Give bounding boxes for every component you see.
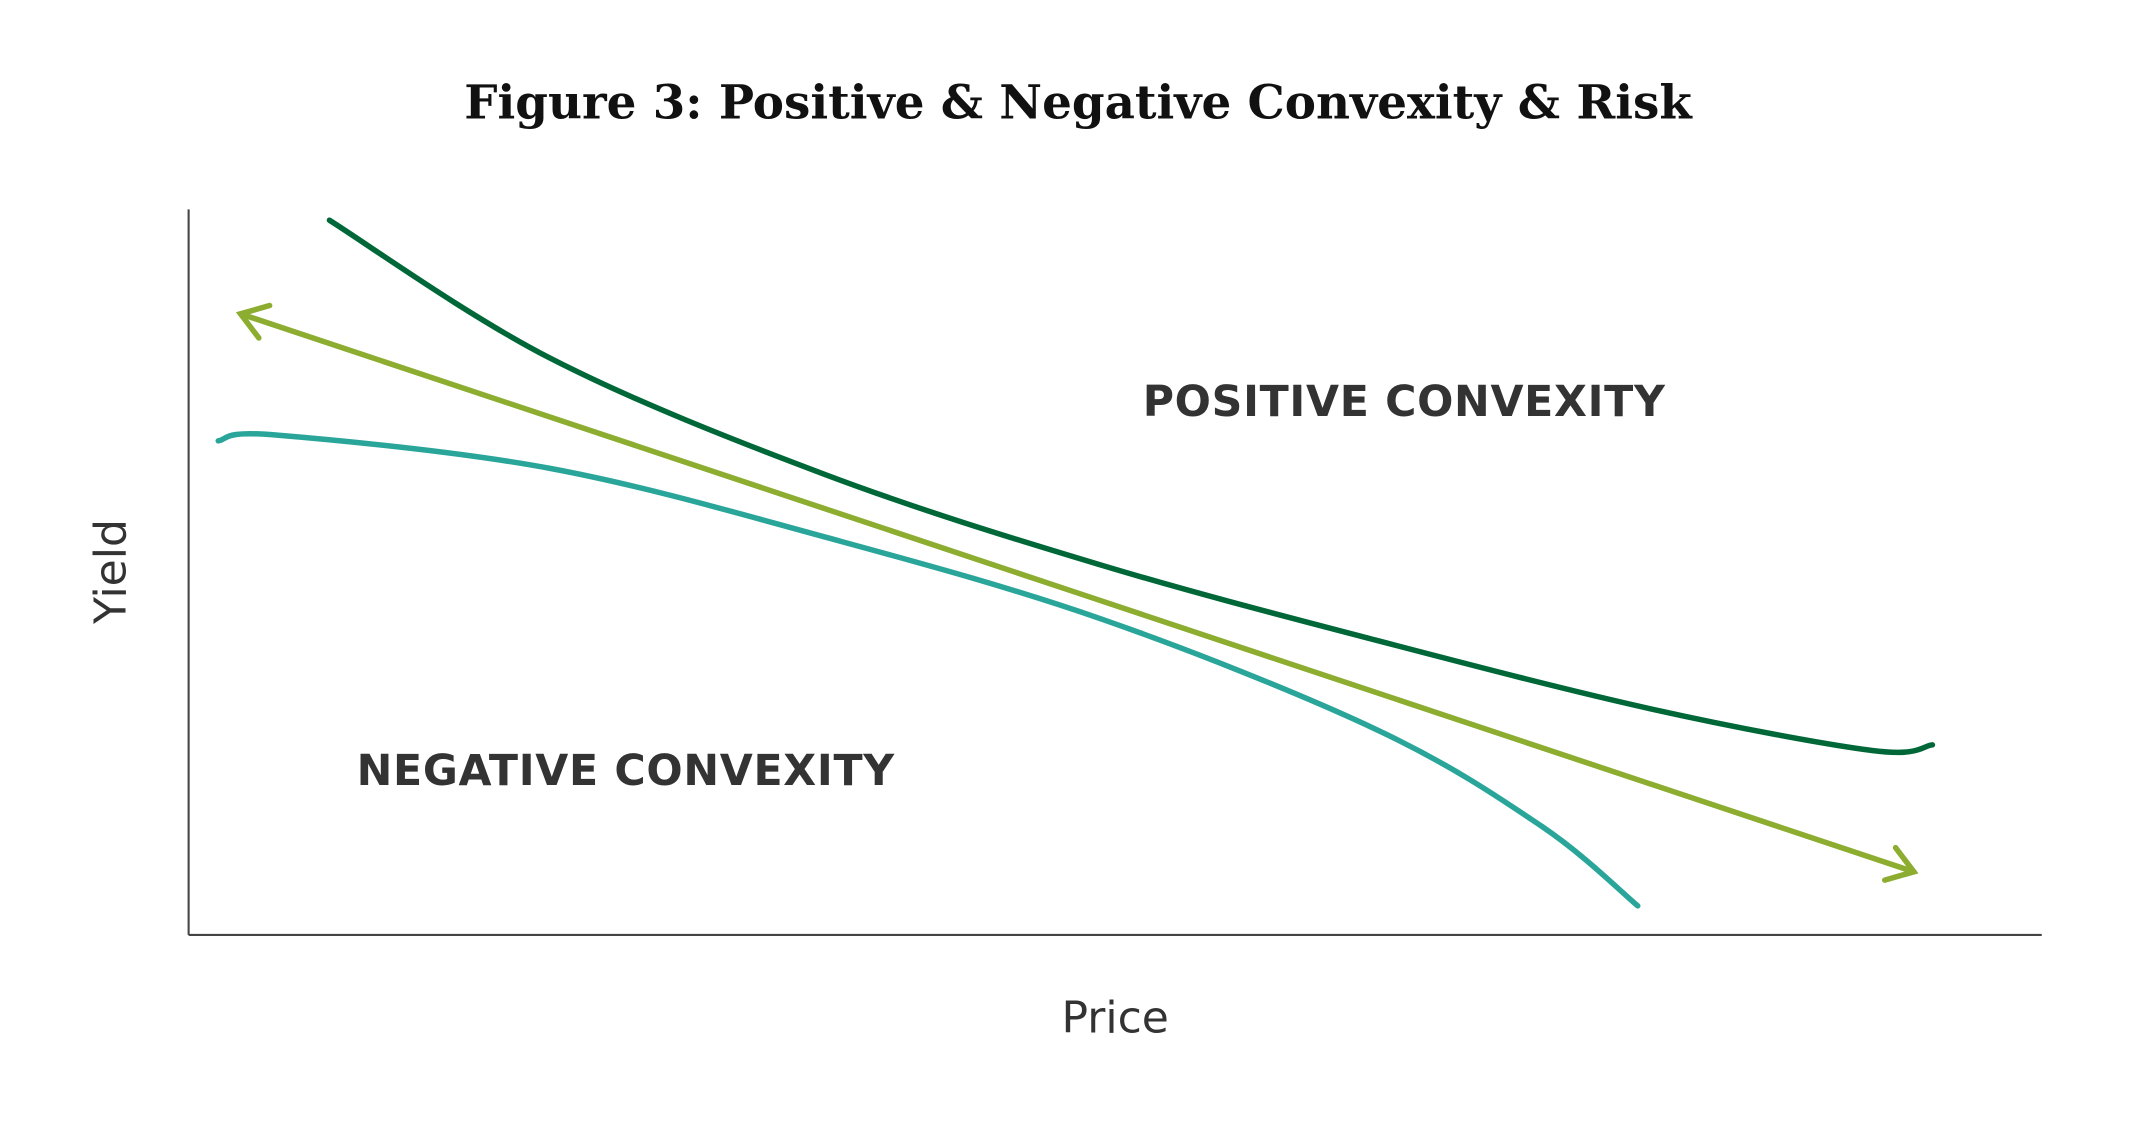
annotation-negative-convexity: NEGATIVE CONVEXITY	[357, 746, 896, 796]
x-axis-label: Price	[1061, 993, 1168, 1044]
y-axis-label: Yield	[85, 519, 136, 625]
annotation-positive-convexity: POSITIVE CONVEXITY	[1143, 377, 1666, 427]
series-0-line	[326, 217, 1936, 756]
series-2-line	[237, 311, 1917, 875]
chart-title: Figure 3: Positive & Negative Convexity …	[464, 75, 1693, 130]
arrowhead-left-icon	[235, 302, 273, 341]
series-1-line	[215, 431, 1641, 909]
arrowhead-right-icon	[1882, 844, 1919, 883]
